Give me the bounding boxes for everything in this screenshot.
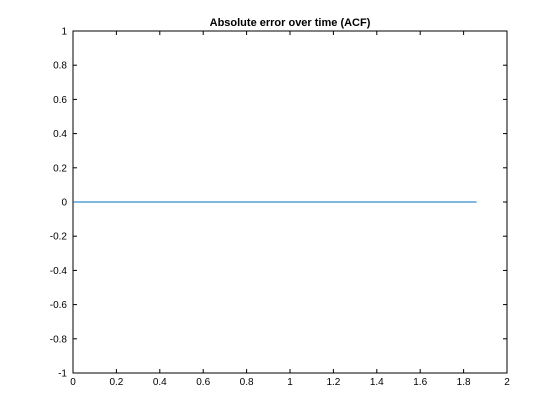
y-tick-label: -1 xyxy=(58,369,67,380)
x-tick-label: 1.6 xyxy=(413,377,427,388)
x-tick-label: 1.2 xyxy=(326,377,340,388)
y-tick-label: -0.8 xyxy=(50,334,68,345)
y-tick-label: 0.2 xyxy=(53,163,67,174)
y-tick-label: 0 xyxy=(61,198,67,209)
y-tick-label: -0.2 xyxy=(50,232,68,243)
x-tick-label: 0.2 xyxy=(109,377,123,388)
chart-title: Absolute error over time (ACF) xyxy=(210,17,371,29)
y-tick-label: -0.6 xyxy=(50,300,68,311)
x-tick-label: 0.6 xyxy=(196,377,210,388)
axes: 0 0.2 0.4 0.6 0.8 1 1.2 1.4 1.6 1.8 2 -1 -0.8 -0.6 -0.… xyxy=(50,27,510,389)
y-tick-label: 0.6 xyxy=(53,95,67,106)
x-tick-label: 0 xyxy=(70,377,76,388)
y-tick-label: 0.4 xyxy=(53,129,67,140)
y-tick-label: -0.4 xyxy=(50,266,68,277)
x-tick-label: 1 xyxy=(287,377,293,388)
x-tick-label: 0.8 xyxy=(240,377,254,388)
x-tick-label: 1.4 xyxy=(370,377,384,388)
y-tick-label: 0.8 xyxy=(53,61,67,72)
x-tick-label: 0.4 xyxy=(153,377,167,388)
x-tick-label: 1.8 xyxy=(457,377,471,388)
y-tick-label: 1 xyxy=(61,27,67,38)
x-tick-label: 2 xyxy=(504,377,510,388)
